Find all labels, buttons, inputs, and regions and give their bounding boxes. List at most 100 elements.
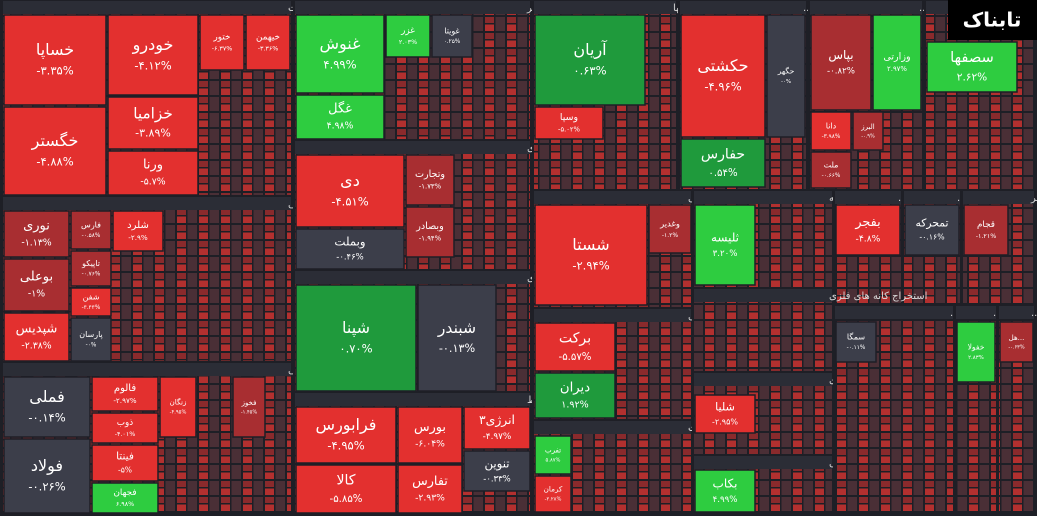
- tile: [405, 206, 455, 258]
- tile-name: کرمان: [544, 485, 563, 494]
- tile-name: حکشتی: [697, 56, 748, 75]
- tile-value-label: -۰.۶۳%: [1008, 344, 1025, 350]
- tile-value-label: ۲.۹۷%: [887, 65, 907, 73]
- tile: [91, 412, 159, 444]
- tile: [534, 14, 646, 106]
- sector-header: [835, 191, 901, 204]
- tile-value-label: -۰.۹%: [861, 133, 875, 139]
- tile: [872, 14, 922, 111]
- sector-header: [956, 306, 996, 319]
- tile-value-label: ۰.۷۰%: [339, 342, 372, 356]
- tile-name: فخوز: [241, 399, 257, 407]
- tile-value-label: -۰.۱۱%: [847, 345, 866, 351]
- tile-name: فملی: [29, 387, 65, 406]
- tile-name: پارسان: [79, 330, 103, 339]
- tile-value-label: -۵.۵۷%: [559, 352, 592, 363]
- tile-name: وتجارت: [415, 169, 445, 180]
- tile: [3, 312, 70, 362]
- tile-name: دانا: [826, 122, 837, 131]
- tile: [70, 287, 112, 317]
- tile: [463, 450, 531, 492]
- tile-value-label: ۲.۸۳%: [968, 355, 984, 361]
- tile: [3, 438, 91, 514]
- tile: [295, 94, 385, 140]
- tile: [963, 204, 1009, 256]
- sector-header: [680, 1, 806, 14]
- tile-value-label: -۰.۱۶%: [919, 233, 944, 242]
- tile-value-label: ۰.۶۳%: [573, 64, 606, 78]
- tile-name: شستا: [572, 235, 609, 254]
- tile-name: بوعلی: [20, 270, 53, 285]
- sector-header: [295, 141, 530, 154]
- tile-value-label: ۶.۹۸%: [116, 501, 134, 508]
- tile-name: ذوب: [117, 418, 134, 428]
- tile-value-label: -۴.۹۷%: [483, 432, 512, 442]
- sector-header: [835, 306, 953, 319]
- tile: [199, 14, 245, 71]
- tile-value-label: ۲.۶۲%: [957, 71, 987, 83]
- tile-value-label: -۳.۳۵%: [36, 64, 73, 78]
- sector-header: [3, 363, 291, 376]
- tile-name: وغدیر: [659, 218, 680, 228]
- tile-value-label: -۰.۵۸%: [82, 233, 101, 239]
- tile-value-label: ۰.۵۴%: [708, 168, 738, 179]
- tile-value-label: -۲.۳۸%: [21, 341, 51, 352]
- tile: [107, 14, 199, 96]
- tile-name: نوری: [23, 219, 50, 234]
- tile-name: فجهان: [113, 488, 136, 498]
- tile-name: زنگان: [170, 398, 187, 407]
- tile-value-label: -۰.۷۶%: [82, 272, 101, 278]
- tile-value-label: -۲.۹۳%: [415, 492, 445, 503]
- tile-name: خگستر: [31, 131, 79, 151]
- tile-name: فولاد: [31, 456, 63, 476]
- tile-name: حگهر: [777, 66, 795, 75]
- tile: [397, 406, 463, 464]
- tile: [534, 106, 604, 140]
- tile-value-label: -۴.۹۵%: [170, 410, 187, 416]
- tile-value-label: -۴.۹۶%: [704, 80, 741, 94]
- tile-name: غنوش: [320, 34, 361, 54]
- tile-value-label: ۴.۹۸%: [327, 121, 354, 132]
- tile: [385, 14, 431, 58]
- sector-header: [534, 421, 691, 434]
- sector-header: [3, 197, 291, 210]
- sector-title: اطل...: [1031, 308, 1037, 319]
- tile: [835, 204, 901, 256]
- tile-name: وسپا: [560, 112, 578, 123]
- tile-name: شپنا: [342, 318, 370, 338]
- tile-value-label: -۰.۲۶%: [28, 480, 65, 494]
- tile: [835, 321, 877, 363]
- tile-name: فرابورس: [316, 415, 377, 435]
- sector-header: [694, 373, 832, 386]
- tile: [431, 14, 473, 58]
- tile-value-label: ۰.۲۵%: [444, 39, 461, 45]
- tile-name: دیران: [560, 381, 590, 396]
- tile-name: ثلیسه: [711, 230, 739, 244]
- tile-name: فارس: [81, 221, 101, 230]
- tile: [810, 111, 852, 151]
- tile-value-label: -۰.۳۳%: [483, 474, 510, 484]
- tile: [91, 444, 159, 482]
- tile-value-label: -۵.۸۵%: [330, 494, 363, 505]
- tile: [159, 376, 197, 438]
- tile: [766, 14, 806, 138]
- tile-value-label: -۵.۷%: [140, 177, 165, 188]
- tile-value-label: -۲.۹۴%: [572, 259, 609, 273]
- tile: [70, 210, 112, 250]
- tile: [3, 210, 70, 258]
- tile: [405, 154, 455, 206]
- tile-value-label: -۳.۸۹%: [135, 127, 171, 140]
- tile-name: غویتا: [444, 27, 459, 36]
- sector-header: [904, 191, 960, 204]
- tile-name: قجام: [977, 220, 995, 230]
- tile-name: دی: [340, 171, 360, 190]
- tile: [232, 376, 266, 438]
- tile-value-label: -۶.۰۴%: [415, 438, 445, 449]
- tile-value-label: -۰%: [86, 343, 97, 349]
- tile: [956, 321, 996, 383]
- tile-value-label: -۳.۳۶%: [258, 46, 279, 53]
- tile-value-label: -۱.۱۳%: [21, 238, 51, 249]
- tile-name: خزامیا: [133, 104, 173, 122]
- tile: [245, 14, 291, 71]
